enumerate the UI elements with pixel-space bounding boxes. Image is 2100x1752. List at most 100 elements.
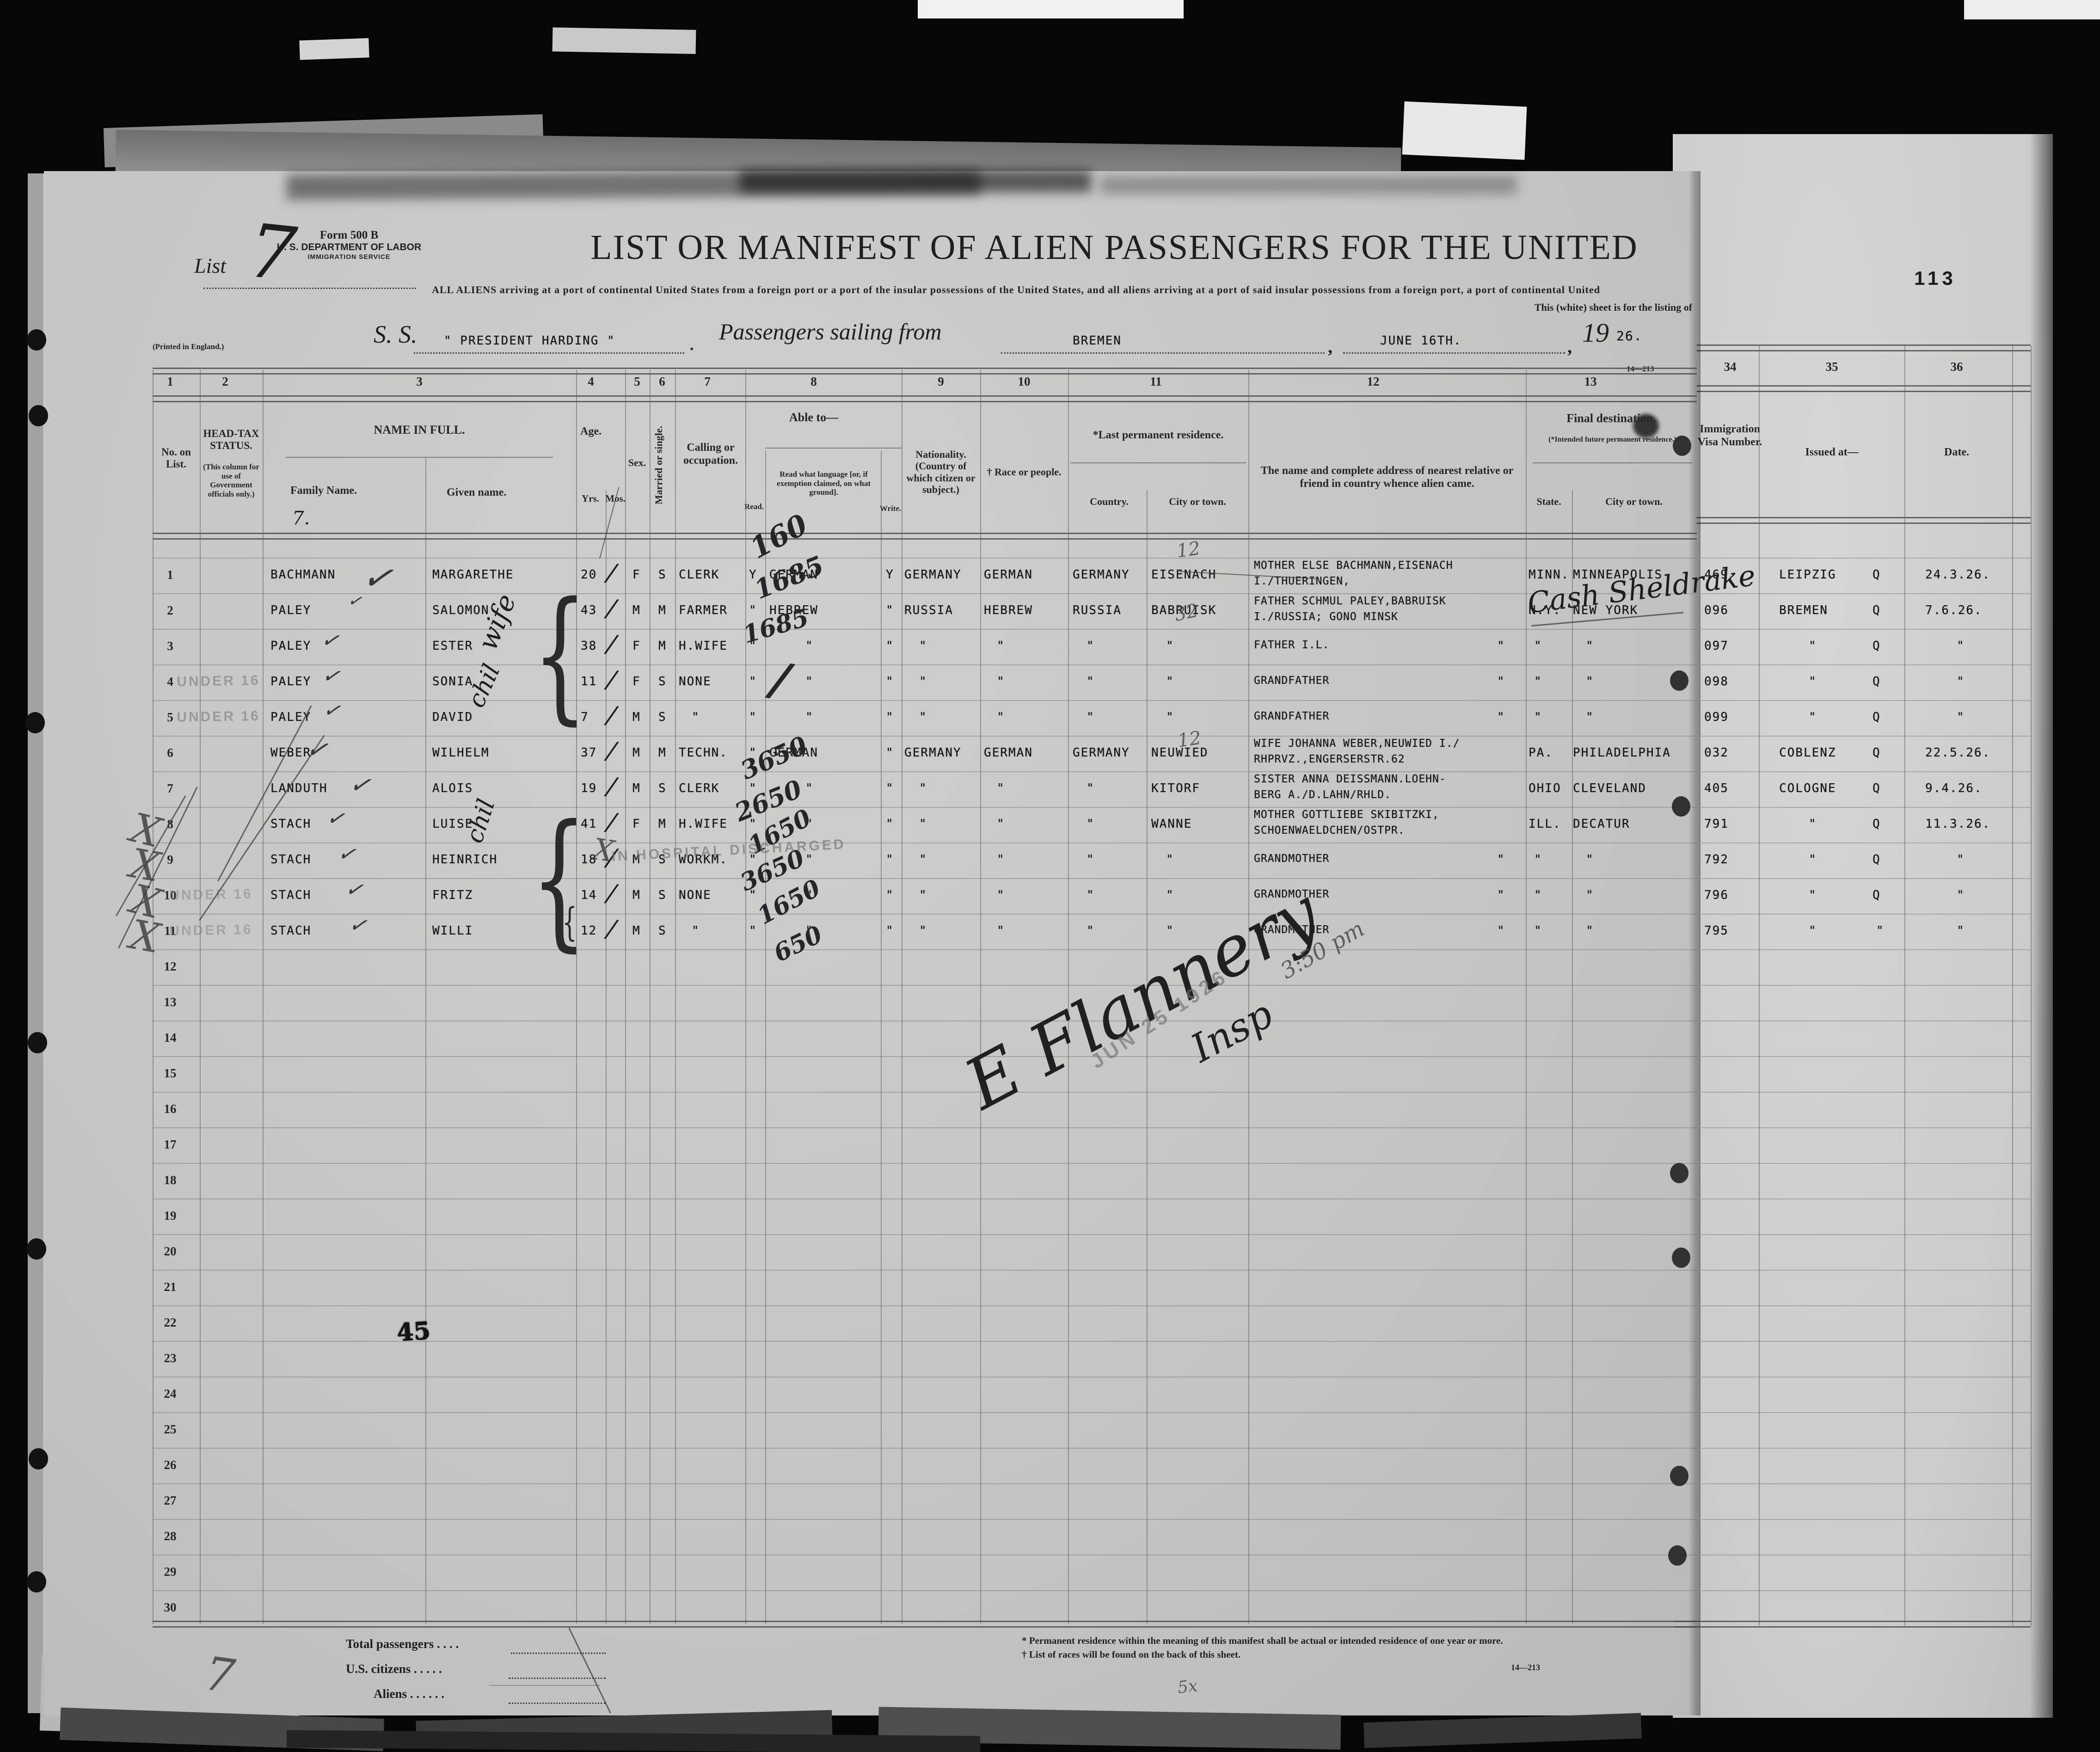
row-11-issued: "	[1809, 924, 1817, 938]
row-number-28: 28	[164, 1529, 177, 1543]
row-line	[153, 985, 1697, 986]
row-3-rcity: "	[1166, 639, 1174, 653]
punch-hole	[1668, 1545, 1687, 1566]
row-3-read: "	[749, 639, 757, 653]
row-line-right	[1701, 629, 2031, 630]
row-2-race: HEBREW	[984, 603, 1033, 617]
white-sheet-note: This (white) sheet is for the listing of	[1534, 301, 1692, 313]
row-10-issued: "	[1809, 888, 1817, 902]
manifest-sheet	[44, 171, 1697, 1715]
row-8-date: 11.3.26.	[1925, 817, 1991, 831]
row-11-relative-ditto: "	[1497, 924, 1505, 938]
row-line	[153, 1483, 1697, 1484]
col8-number: 8	[811, 375, 817, 388]
handwritten-annotation: 7	[244, 207, 301, 298]
row-6-nat: GERMANY	[904, 746, 962, 760]
table-subcolumn-line	[425, 458, 426, 1624]
col3-divider-line	[286, 457, 553, 458]
row-6-rcity: NEUWIED	[1151, 746, 1209, 760]
row-8-visa: 791	[1704, 817, 1729, 831]
row-7-rcity: KITORF	[1151, 781, 1200, 795]
table-column-line	[745, 370, 746, 1624]
table-column-line	[263, 370, 264, 1624]
row-line-right	[1701, 593, 2031, 594]
table-column-line	[200, 370, 201, 1624]
row-number-2: 2	[167, 603, 173, 617]
row-2-occ: FARMER	[679, 603, 728, 617]
row-1-dcity: MINNEAPOLIS	[1573, 568, 1663, 582]
row-2-dcity: NEW YORK	[1573, 603, 1639, 617]
crumpled-paper	[1363, 1713, 1642, 1748]
row-4-issued: "	[1809, 675, 1817, 689]
row-number-12: 12	[164, 959, 177, 973]
row-line	[153, 1234, 1697, 1235]
row-10-q: Q	[1873, 888, 1881, 902]
row-7-q: Q	[1873, 781, 1881, 795]
row-9-rcity: "	[1166, 853, 1174, 867]
row-7-rcountry: "	[1087, 781, 1095, 795]
row-7-relative-1: SISTER ANNA DEISSMANN.LOEHN-	[1254, 773, 1446, 785]
handwritten-annotation: 12	[1175, 537, 1202, 562]
ableto-divider-line	[765, 448, 902, 449]
row-line-right	[1701, 1412, 2031, 1413]
punch-hole	[27, 329, 46, 350]
row-3-state: "	[1534, 639, 1542, 653]
us-citizens-line2	[489, 1685, 600, 1686]
row-4-write: "	[886, 675, 894, 689]
row-4-dcity: "	[1586, 675, 1594, 689]
row-11-rcity: "	[1166, 924, 1174, 938]
row-line	[153, 914, 1697, 915]
row-2-rcity: BABRUISK	[1151, 603, 1217, 617]
row-number-1: 1	[167, 568, 173, 582]
right-column-line	[1904, 346, 1905, 1626]
table-column-line	[576, 370, 577, 1624]
comma: ,	[1567, 336, 1572, 357]
row-number-7: 7	[167, 781, 173, 795]
row-1-date: 24.3.26.	[1925, 568, 1991, 582]
row-line	[153, 629, 1697, 630]
row-10-date: "	[1957, 888, 1965, 902]
row-number-11: 11	[164, 924, 176, 938]
row-number-5: 5	[167, 710, 173, 724]
row-line	[153, 700, 1697, 701]
row-1-q: Q	[1873, 568, 1881, 582]
row-4-nat: "	[919, 675, 927, 689]
row-1-race: GERMAN	[984, 568, 1033, 582]
row-5-yrs: 7	[581, 710, 589, 724]
row-line-right	[1701, 807, 2031, 808]
all-aliens-note: ALL ALIENS arriving at a port of contine…	[432, 284, 1600, 295]
destination-divider-line	[1533, 462, 1692, 463]
handwritten-annotation: {	[531, 793, 588, 965]
row-10-rcity: "	[1166, 888, 1174, 902]
row-5-relative-ditto: "	[1497, 710, 1505, 724]
row-4-ms: S	[658, 675, 667, 689]
row-line	[153, 558, 1697, 559]
punch-hole	[27, 1238, 46, 1260]
row-1-relative-1: MOTHER ELSE BACHMANN,EISENACH	[1254, 559, 1453, 572]
row-line	[153, 807, 1697, 808]
row-1-yrs: 20	[581, 568, 597, 582]
row-6-dcity: PHILADELPHIA	[1573, 746, 1671, 760]
row-8-relative-1: MOTHER GOTTLIEBE SKIBITZKI,	[1254, 809, 1439, 821]
us-citizens-line	[509, 1678, 606, 1679]
row-line-right	[1701, 1448, 2031, 1449]
row-number-25: 25	[164, 1422, 177, 1436]
row-1-nat: GERMANY	[904, 568, 962, 582]
row-7-state: OHIO	[1529, 781, 1561, 795]
row-6-date: 22.5.26.	[1925, 746, 1991, 760]
table-column-line	[1068, 370, 1069, 1624]
row-10-dcity: "	[1586, 888, 1594, 902]
form-id-block: Form 500 B U. S. DEPARTMENT OF LABOR IMM…	[240, 229, 458, 260]
row-1-lang: GERMAN	[769, 568, 818, 582]
row-6-race: GERMAN	[984, 746, 1033, 760]
row-7-read: "	[749, 781, 757, 795]
row-5-q: Q	[1873, 710, 1881, 724]
row-9-given: HEINRICH	[432, 853, 498, 867]
col10-label: † Race or people.	[987, 466, 1062, 478]
form-department: U. S. DEPARTMENT OF LABOR	[276, 242, 422, 252]
row-number-20: 20	[164, 1244, 177, 1258]
row-line-right	[1701, 1305, 2031, 1306]
col9-label: Nationality. (Country of which citizen o…	[906, 449, 976, 495]
row-6-sex: M	[632, 746, 641, 760]
